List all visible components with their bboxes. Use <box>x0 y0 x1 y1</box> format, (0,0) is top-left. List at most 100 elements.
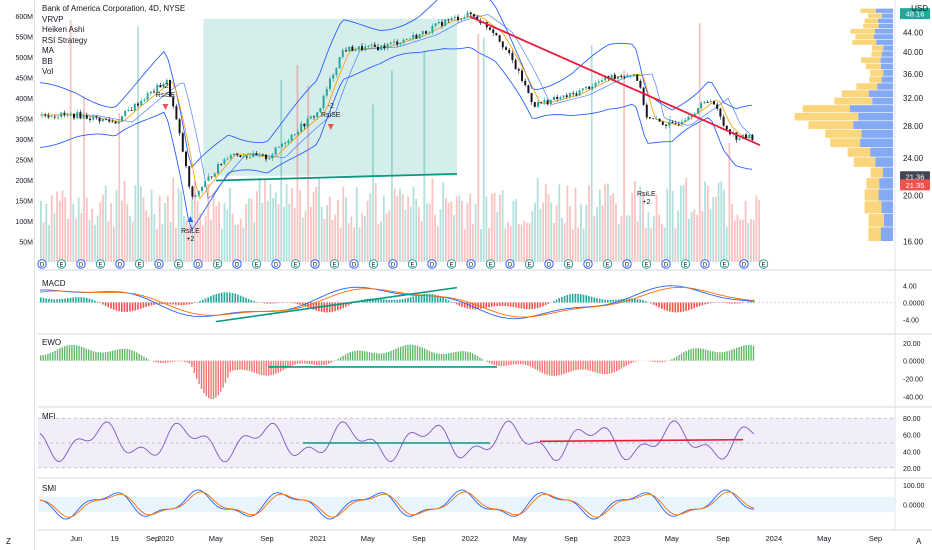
macd-bar <box>53 299 56 303</box>
ewo-bar <box>575 360 577 371</box>
drawing-toolbar[interactable] <box>0 0 35 550</box>
candle <box>652 118 655 120</box>
ewo-bar <box>599 360 601 374</box>
volume-bar <box>409 206 412 262</box>
macd-bar <box>558 298 560 303</box>
event-marker-label: E <box>59 263 63 269</box>
candle <box>530 93 533 103</box>
candle <box>137 103 139 106</box>
ewo-bar <box>452 352 455 361</box>
macd-bar <box>723 302 725 304</box>
ewo-bar <box>308 360 311 365</box>
profile-bar-up <box>853 157 876 167</box>
mfi-label[interactable]: MFI <box>42 412 56 421</box>
candle <box>101 118 104 122</box>
ewo-bar <box>385 352 387 361</box>
ewo-bar <box>124 348 126 361</box>
candle <box>588 86 591 89</box>
ewo-bar <box>421 347 423 361</box>
volume-bar <box>237 224 239 262</box>
ewo-label[interactable]: EWO <box>42 338 62 347</box>
profile-bar-up <box>830 138 861 148</box>
ewo-bar <box>438 353 440 361</box>
volume-bar <box>458 195 461 262</box>
volume-bar <box>226 209 229 262</box>
macd-bar <box>134 302 137 311</box>
candle <box>252 153 255 158</box>
ewo-bar <box>433 352 435 361</box>
volume-bar <box>158 195 161 262</box>
candle <box>316 112 319 118</box>
candle <box>671 122 674 124</box>
candle <box>261 154 264 156</box>
macd-bar <box>253 301 255 303</box>
ewo-bar <box>280 360 282 372</box>
volume-bar <box>320 206 323 262</box>
indicator-heiken-ashi[interactable]: Heiken Ashi <box>42 25 85 34</box>
ewo-bar <box>361 350 363 361</box>
volume-bar <box>742 219 744 262</box>
ewo-bar <box>244 360 246 370</box>
ewo-bar <box>54 350 56 361</box>
indicator-vol[interactable]: Vol <box>42 67 54 76</box>
event-marker-label: D <box>313 263 318 269</box>
volume-bar <box>526 222 528 262</box>
volume-bar <box>515 198 517 262</box>
candle <box>741 134 744 139</box>
macd-bar <box>148 302 150 307</box>
volume-bar <box>631 192 634 262</box>
macd-bar <box>580 294 582 303</box>
macd-label[interactable]: MACD <box>42 279 66 288</box>
candle <box>306 118 309 127</box>
candle <box>469 12 472 15</box>
indicator-ma[interactable]: MA <box>42 46 54 55</box>
ewo-bar <box>416 345 419 361</box>
indicator-bb[interactable]: BB <box>42 56 53 66</box>
ewo-bar <box>625 360 627 366</box>
ewo-bar <box>498 360 500 366</box>
auto-scale-button[interactable]: A <box>916 537 922 546</box>
macd-bar <box>218 293 220 303</box>
macd-bar <box>301 302 304 306</box>
time-tick: 2024 <box>765 534 782 543</box>
volume-bar <box>75 218 77 262</box>
symbol-title[interactable]: Bank of America Corporation, 4D, NYSE <box>42 4 186 13</box>
time-tick: Jun <box>70 534 82 543</box>
ewo-bar <box>109 351 111 361</box>
candle <box>444 19 447 26</box>
rsi-se-count: -2 <box>162 83 168 90</box>
macd-bar <box>312 302 315 310</box>
volume-bar <box>164 203 166 262</box>
ewo-bar <box>431 351 433 361</box>
ewo-bar <box>601 360 603 374</box>
ewo-bar <box>246 360 248 371</box>
macd-bar <box>706 302 709 304</box>
candle <box>501 41 504 48</box>
indicator-vrvp[interactable]: VRVP <box>42 14 64 24</box>
volume-bar <box>415 198 418 262</box>
volume-bar <box>274 192 277 262</box>
macd-bar <box>439 296 442 303</box>
timezone-button[interactable]: Z <box>6 537 11 546</box>
candle <box>245 156 248 158</box>
candle <box>265 154 267 160</box>
ewo-bar <box>395 348 397 361</box>
volume-bar <box>512 200 515 262</box>
macd-bar <box>401 299 404 303</box>
smi-label[interactable]: SMI <box>42 484 57 493</box>
candle <box>415 34 418 39</box>
candle <box>249 157 251 158</box>
price-tag-b: 21.35 <box>906 181 925 190</box>
ewo-bar <box>313 360 315 365</box>
ewo-bar <box>179 360 181 362</box>
ewo-bar <box>539 360 541 372</box>
profile-bar-up <box>841 90 869 97</box>
ewo-bar <box>673 357 675 361</box>
volume-bar <box>148 216 150 262</box>
profile-bar-down <box>882 167 893 178</box>
ewo-bar <box>380 353 383 361</box>
last-price-tag-bg <box>900 8 930 20</box>
indicator-rsi-strategy[interactable]: RSI Strategy <box>42 35 88 45</box>
ewo-bar <box>570 360 572 372</box>
